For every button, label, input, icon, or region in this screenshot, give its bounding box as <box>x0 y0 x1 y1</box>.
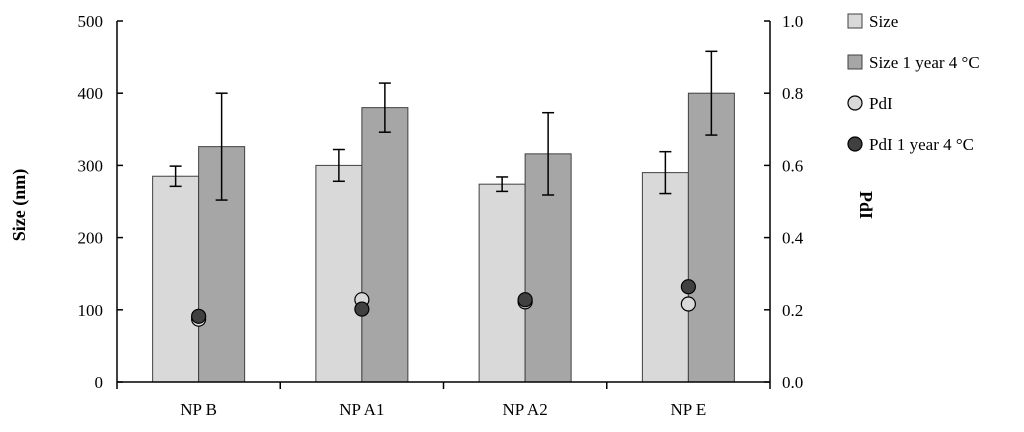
data-point <box>354 301 370 317</box>
legend-swatch <box>847 54 863 70</box>
category-label: NP A2 <box>503 400 548 419</box>
error-bars-group <box>169 50 718 201</box>
category-label: NP A1 <box>339 400 384 419</box>
points-group <box>191 279 696 327</box>
bar <box>478 183 526 383</box>
data-point <box>517 292 533 308</box>
left-tick-label: 400 <box>78 84 104 103</box>
legend-marker <box>847 95 863 111</box>
data-point <box>191 308 207 324</box>
data-point <box>680 296 696 312</box>
legend-swatch <box>847 13 863 29</box>
right-axis-title: PdI <box>856 191 876 219</box>
right-tick-label: 1.0 <box>782 12 803 31</box>
legend-label: Size <box>869 12 898 31</box>
left-tick-label: 300 <box>78 156 104 175</box>
left-tick-label: 100 <box>78 301 104 320</box>
bar <box>687 92 735 383</box>
legend-label: PdI <box>869 94 893 113</box>
bar <box>361 107 409 383</box>
bar <box>315 164 363 383</box>
left-axis-title: Size (nm) <box>9 169 30 241</box>
legend: Size Size 1 year 4 °C PdI PdI 1 year 4 °C <box>847 12 980 154</box>
right-tick-label: 0.0 <box>782 373 803 392</box>
data-point <box>680 279 696 295</box>
right-tick-label: 0.2 <box>782 301 803 320</box>
bar <box>152 175 200 383</box>
bars-group <box>152 92 735 383</box>
right-tick-label: 0.6 <box>782 156 803 175</box>
ticks-group: 0 100 200 300 400 500 0.0 0.2 0.4 0.6 0.8 1.0 <box>78 12 804 392</box>
right-tick-label: 0.4 <box>782 229 804 248</box>
bar <box>641 172 689 383</box>
left-tick-label: 0 <box>95 373 104 392</box>
category-label: NP B <box>180 400 217 419</box>
left-tick-label: 200 <box>78 229 104 248</box>
legend-label: PdI 1 year 4 °C <box>869 135 974 154</box>
legend-marker <box>847 136 863 152</box>
left-tick-label: 500 <box>78 12 104 31</box>
category-labels-group: NP B NP A1 NP A2 NP E <box>180 400 706 419</box>
legend-label: Size 1 year 4 °C <box>869 53 980 72</box>
right-tick-label: 0.8 <box>782 84 803 103</box>
category-label: NP E <box>671 400 707 419</box>
